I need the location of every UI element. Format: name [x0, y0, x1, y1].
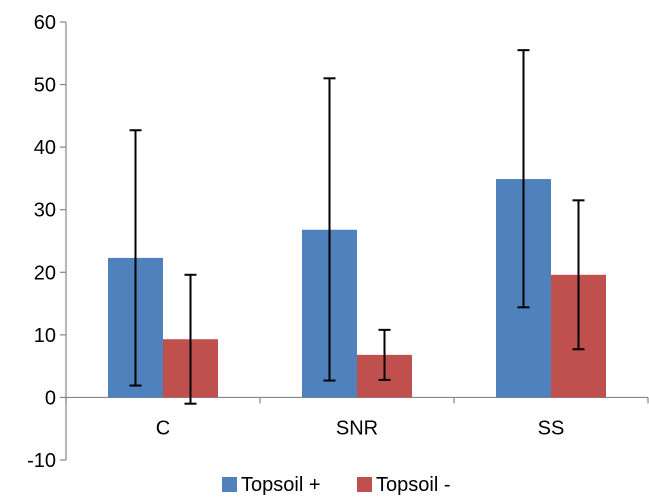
- error-bars-group: [129, 49, 585, 405]
- labels-group: 60 50 40 30 20 10 0 -10 C SNR SS: [27, 12, 564, 472]
- x-category-label: C: [156, 417, 170, 439]
- legend-swatch-topsoil-minus: [357, 477, 372, 492]
- x-category-label: SS: [538, 417, 565, 439]
- x-category-label: SNR: [336, 417, 378, 439]
- y-tick-label: -10: [27, 450, 56, 472]
- legend-swatch-topsoil-plus: [222, 477, 237, 492]
- legend-label-topsoil-minus: Topsoil -: [376, 474, 450, 496]
- y-tick-label: 30: [34, 200, 56, 222]
- y-tick-label: 10: [34, 325, 56, 347]
- legend-label-topsoil-plus: Topsoil +: [241, 474, 321, 496]
- y-tick-label: 60: [34, 12, 56, 34]
- y-tick-label: 20: [34, 262, 56, 284]
- bars-group: [108, 179, 606, 398]
- y-tick-label: 40: [34, 137, 56, 159]
- legend: Topsoil + Topsoil -: [222, 474, 450, 496]
- y-tick-label: 0: [45, 387, 56, 409]
- y-tick-label: 50: [34, 75, 56, 97]
